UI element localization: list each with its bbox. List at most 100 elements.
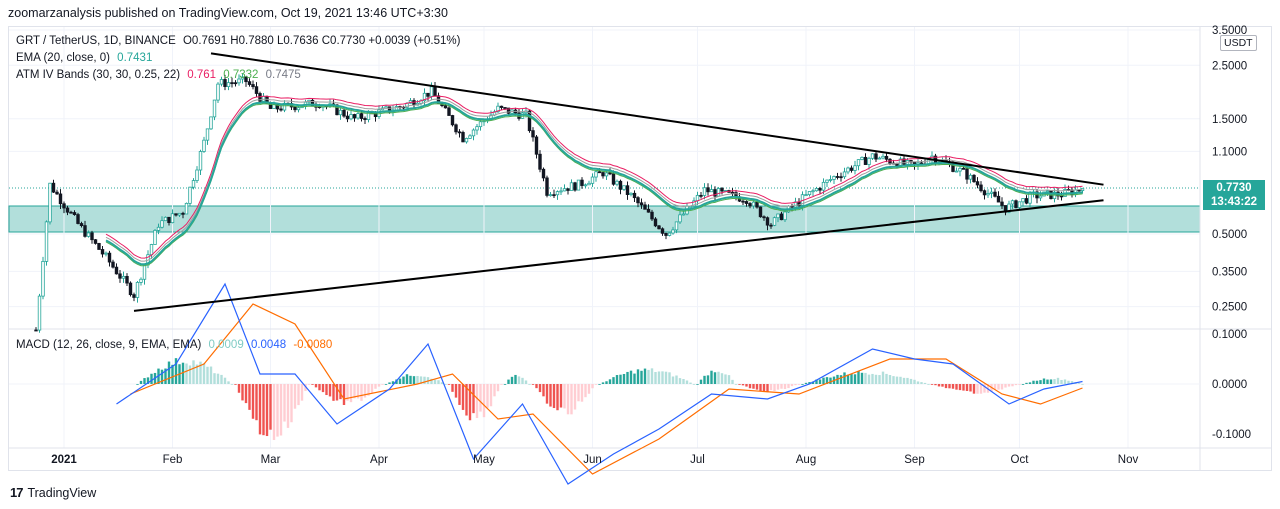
histogram-bar [1081, 384, 1084, 385]
candle-body [79, 223, 84, 226]
candle-body [664, 232, 668, 236]
time-tick-label: Oct [1011, 454, 1030, 466]
histogram-bar [318, 384, 321, 391]
candle-body [170, 213, 175, 224]
candle-body [629, 192, 633, 195]
candle-body [636, 197, 640, 204]
histogram-bar [633, 373, 636, 384]
histogram-bar [867, 374, 871, 384]
candle-body [625, 185, 630, 195]
time-tick-label: Sep [904, 454, 924, 466]
ema-legend[interactable]: EMA (20, close, 0) 0.7431 [16, 52, 152, 64]
candle-body [100, 249, 105, 255]
histogram-bar [202, 363, 206, 384]
histogram-bar [528, 384, 531, 385]
footer[interactable]: 17 TradingView [10, 485, 96, 500]
footer-brand: TradingView [27, 485, 97, 500]
time-axis-labels: 2021 Feb Mar Apr May Jun Jul Aug Sep Oct Nov [51, 454, 1138, 466]
chart-frame [8, 26, 1272, 471]
candle-body [660, 228, 665, 234]
candle-body [702, 187, 707, 196]
histogram-bar [706, 375, 710, 384]
histogram-bar [433, 379, 437, 384]
candle-body [594, 171, 598, 178]
histogram-bar [594, 384, 598, 385]
candle-body [856, 159, 861, 167]
candle-body [986, 193, 990, 196]
candle-body [139, 278, 143, 283]
histogram-bar [752, 384, 755, 389]
band-lower-line [105, 103, 1083, 267]
candle-body [562, 188, 567, 192]
histogram-bar [829, 377, 832, 384]
candle-body [48, 182, 52, 223]
candle-body [107, 252, 112, 263]
histogram-bar [549, 384, 552, 407]
candle-body [881, 155, 885, 159]
candle-body [650, 211, 654, 220]
histogram-bar [1028, 382, 1032, 384]
candle-body [744, 201, 749, 204]
candle-body [860, 156, 864, 161]
band-mid-line [105, 98, 1083, 262]
last-price-value: 0.7730 [1216, 182, 1252, 194]
time-tick-label: Jun [583, 454, 602, 466]
histogram-bar [605, 381, 608, 384]
macd-legend[interactable]: MACD (12, 26, close, 9, EMA, EMA) 0.0009… [16, 339, 332, 351]
histogram-bar [661, 371, 664, 384]
candle-body [128, 282, 133, 296]
histogram-bar [493, 384, 496, 397]
candle-body [863, 156, 868, 165]
candle-body [755, 201, 759, 208]
candle-body [503, 107, 507, 109]
histogram-bar [622, 373, 626, 384]
histogram-bar [937, 384, 941, 387]
histogram-bar [164, 368, 167, 384]
histogram-bar [874, 374, 878, 384]
histogram-bar [402, 376, 405, 384]
histogram-bar [311, 384, 314, 385]
candle-body [167, 216, 171, 224]
candle-body [76, 214, 80, 224]
histogram-bar [342, 384, 346, 405]
candle-body [534, 136, 539, 155]
histogram-bar [346, 384, 349, 401]
histogram-bar [1025, 382, 1028, 384]
candle-body [349, 114, 353, 120]
histogram-bar [255, 384, 258, 421]
candle-body [342, 109, 346, 117]
histogram-bar [1014, 384, 1018, 386]
candle-body [114, 266, 119, 275]
candle-body [825, 179, 829, 183]
symbol-legend[interactable]: GRT / TetherUS, 1D, BINANCE O0.7691 H0.7… [16, 35, 460, 47]
histogram-bar [934, 384, 937, 386]
histogram-bar [769, 384, 773, 391]
tradingview-logo-icon: 17 [10, 485, 24, 500]
candle-body [681, 213, 686, 216]
candle-body [69, 211, 73, 214]
candle-body [195, 169, 199, 181]
histogram-bar [1018, 384, 1021, 385]
histogram-bar [664, 371, 668, 384]
candle-body [296, 107, 301, 111]
histogram-bar [570, 384, 573, 415]
time-tick-label: Apr [370, 454, 388, 466]
candle-body [121, 275, 126, 279]
histogram-bar [482, 384, 486, 418]
time-tick-label: Mar [261, 454, 281, 466]
histogram-bar [608, 379, 612, 384]
candle-body [849, 167, 854, 171]
candle-body [293, 106, 297, 111]
histogram-bar [563, 384, 566, 409]
histogram-bar [657, 371, 661, 384]
histogram-bar [878, 375, 881, 384]
histogram-bar [857, 371, 860, 384]
bands-legend[interactable]: ATM IV Bands (30, 30, 0.25, 22) 0.761 0.… [16, 69, 301, 81]
currency-unit-badge[interactable]: USDT [1220, 35, 1257, 51]
histogram-bar [668, 372, 671, 384]
histogram-bar [423, 376, 426, 384]
candle-body [471, 129, 476, 137]
histogram-bar [139, 380, 143, 384]
candle-body [597, 171, 602, 174]
